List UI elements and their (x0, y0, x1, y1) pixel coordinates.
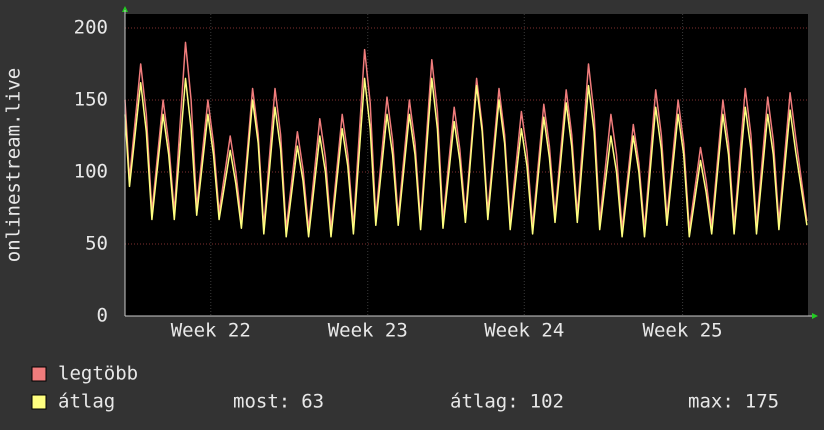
stat-label: max: (688, 391, 734, 413)
stat-value: 63 (301, 391, 324, 413)
axis-arrow (812, 313, 818, 319)
x-tick-label: Week 25 (643, 320, 723, 342)
stat-label: most: (233, 391, 290, 413)
y-tick-label: 50 (85, 233, 108, 255)
y-tick-label: 150 (74, 89, 108, 111)
plot-area (125, 14, 808, 316)
x-tick-label: Week 22 (171, 320, 251, 342)
stat-value: 175 (745, 391, 779, 413)
stat-value: 102 (530, 391, 564, 413)
y-axis-label: onlinestream.live (3, 68, 25, 262)
legend-label: legtöbb (58, 363, 138, 385)
legend-label: átlag (58, 391, 115, 413)
y-tick-label: 0 (97, 305, 108, 327)
y-tick-label: 200 (74, 17, 108, 39)
stat-label: átlag: (450, 391, 519, 413)
x-tick-label: Week 23 (328, 320, 408, 342)
legend-swatch (31, 366, 47, 382)
series-line (124, 77, 808, 238)
y-tick-label: 100 (74, 161, 108, 183)
axis-arrow (122, 6, 128, 12)
legend-swatch (31, 394, 47, 410)
x-tick-label: Week 24 (484, 320, 564, 342)
